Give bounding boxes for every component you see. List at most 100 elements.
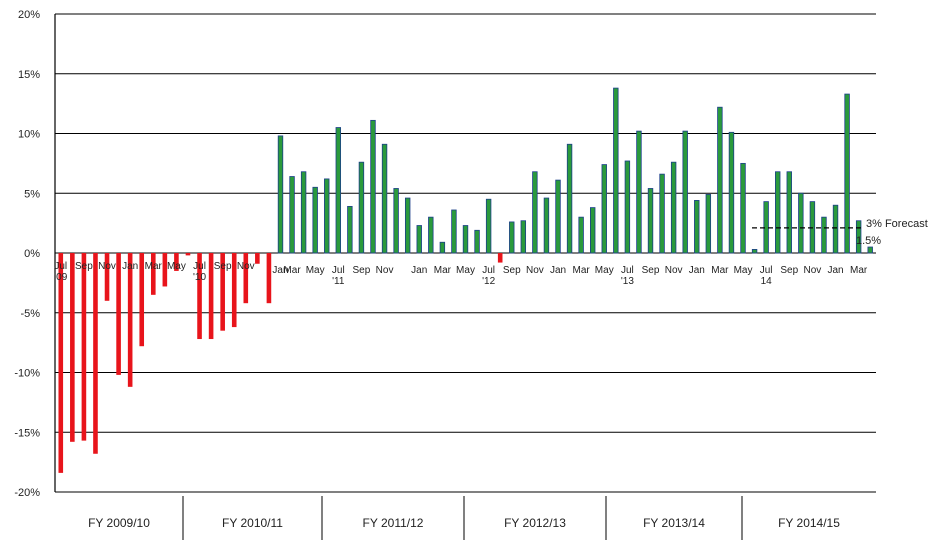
bar [428, 216, 434, 254]
bar [832, 204, 839, 254]
x-tick-label: Sep [503, 265, 521, 276]
bar [589, 207, 596, 254]
bar [462, 225, 469, 254]
bar [197, 253, 202, 340]
y-tick-label: -5% [20, 308, 40, 320]
bar [324, 178, 330, 254]
bar [705, 194, 712, 254]
x-tick-label: Nov [376, 265, 394, 276]
x-tick-label: Jul [54, 261, 67, 272]
bar [682, 130, 688, 254]
bar [289, 176, 295, 254]
bar [474, 229, 480, 254]
y-tick-label: 5% [24, 188, 40, 200]
x-tick-label: Sep [214, 261, 232, 272]
fiscal-year-label: FY 2012/13 [504, 516, 566, 530]
bar [751, 249, 758, 254]
x-tick-label: Mar [850, 265, 868, 276]
x-tick-label: Sep [75, 261, 93, 272]
x-tick-sublabel: 14 [761, 276, 773, 287]
x-tick-label: Sep [353, 265, 371, 276]
x-tick-label: Jan [411, 265, 427, 276]
bar [381, 143, 388, 254]
bar [416, 225, 422, 254]
x-tick-label: May [456, 265, 475, 276]
bar [393, 188, 399, 254]
bar [300, 171, 307, 254]
x-tick-label: Nov [804, 265, 822, 276]
bar [821, 216, 827, 254]
bar [312, 186, 318, 254]
bar [485, 198, 492, 254]
bar [451, 209, 457, 254]
bar [555, 179, 561, 254]
bar [855, 220, 862, 254]
bar [127, 253, 133, 387]
fiscal-year-label: FY 2009/10 [88, 516, 150, 530]
bars [58, 87, 873, 473]
x-tick-label: Nov [665, 265, 683, 276]
x-tick-label: Jan [550, 265, 566, 276]
bar [497, 253, 503, 263]
bar [566, 143, 573, 254]
y-tick-label: 20% [18, 9, 40, 21]
forecast-value-label: 1.5% [856, 235, 881, 247]
x-tick-label: Jul [482, 265, 495, 276]
y-tick-label: -15% [14, 427, 40, 439]
bar [775, 171, 781, 254]
fiscal-year-label: FY 2010/11 [222, 516, 283, 530]
x-tick-label: Jan [122, 261, 138, 272]
x-tick-label: Jul [332, 265, 345, 276]
bar [162, 253, 168, 287]
x-tick-label: May [595, 265, 614, 276]
forecast-label: 3% Forecast [866, 218, 928, 230]
bar [509, 221, 515, 254]
bar [174, 253, 179, 271]
bar [104, 253, 110, 301]
y-tick-label: 15% [18, 69, 40, 81]
x-tick-label: Sep [642, 265, 660, 276]
x-tick-label: May [306, 265, 325, 276]
x-tick-label: Mar [283, 265, 301, 276]
bar [786, 171, 792, 254]
y-axis-ticks: 20% 15% 10% 5% 0% -5% -10% -15% -20% [14, 9, 40, 499]
x-tick-label: Jul [193, 261, 206, 272]
bar [520, 220, 527, 254]
bar [728, 131, 735, 254]
bar [601, 164, 607, 254]
bar [717, 106, 723, 254]
fiscal-year-label: FY 2013/14 [643, 516, 705, 530]
x-tick-sublabel: '11 [332, 276, 345, 287]
x-tick-label: May [734, 265, 753, 276]
x-tick-sublabel: '10 [193, 272, 206, 283]
x-tick-label: Jul [760, 265, 773, 276]
x-tick-label: Mar [573, 265, 591, 276]
bar [231, 253, 237, 328]
x-tick-label: Nov [237, 261, 255, 272]
bar [81, 253, 87, 441]
bar [243, 253, 249, 304]
x-tick-label: Mar [711, 265, 729, 276]
bar [404, 197, 411, 254]
bar [370, 119, 376, 254]
bar [647, 188, 654, 254]
bar [532, 171, 538, 254]
bar [543, 197, 550, 254]
bar [277, 135, 284, 254]
bar [659, 173, 665, 254]
y-tick-label: -10% [14, 368, 40, 380]
x-tick-label: Nov [98, 261, 116, 272]
fiscal-year-label: FY 2011/12 [363, 516, 424, 530]
fiscal-year-label: FY 2014/15 [778, 516, 840, 530]
y-tick-label: -20% [14, 487, 40, 499]
bar [636, 130, 642, 254]
bar [624, 160, 631, 254]
bar [798, 192, 804, 254]
bar [740, 162, 746, 254]
bar [208, 253, 214, 340]
x-tick-label: Mar [434, 265, 452, 276]
bar [347, 205, 353, 254]
x-tick-label: Mar [145, 261, 163, 272]
bar [867, 246, 873, 254]
